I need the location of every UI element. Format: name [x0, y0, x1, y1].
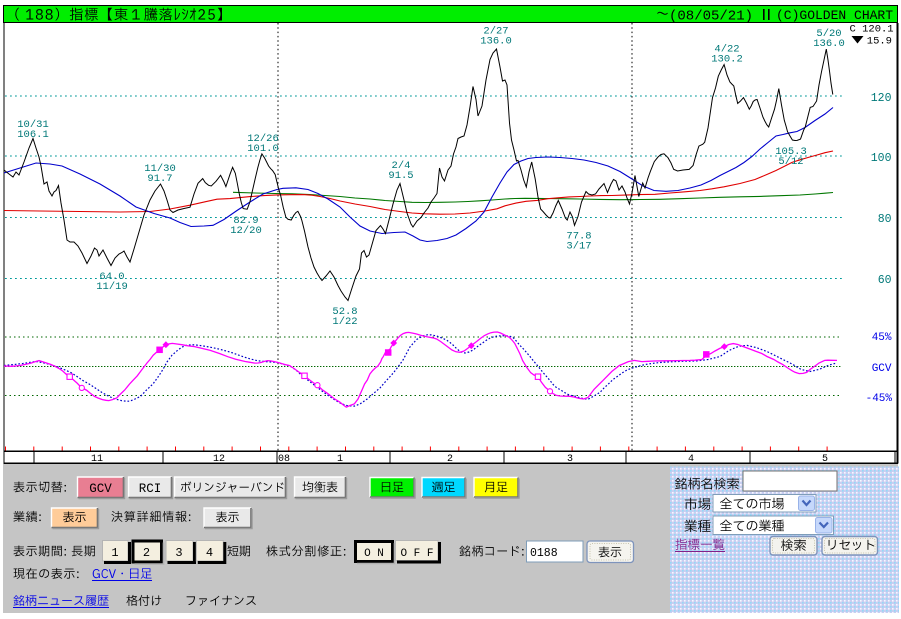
svg-text:11: 11 — [91, 454, 103, 465]
svg-text:2/27: 2/27 — [483, 26, 508, 38]
svg-text:1/22: 1/22 — [332, 316, 357, 328]
svg-text:136.0: 136.0 — [480, 36, 512, 48]
svg-text:77.8: 77.8 — [566, 231, 591, 243]
svg-text:O N: O N — [364, 548, 384, 560]
svg-text:11/30: 11/30 — [144, 163, 176, 175]
svg-text:101.0: 101.0 — [247, 143, 279, 155]
svg-text:82.9: 82.9 — [233, 215, 258, 227]
svg-text:-45%: -45% — [866, 393, 893, 405]
svg-text:91.5: 91.5 — [388, 170, 413, 182]
svg-text:08: 08 — [278, 454, 290, 465]
svg-text:2/4: 2/4 — [392, 160, 411, 172]
svg-text:GCV: GCV — [872, 363, 892, 375]
svg-text:5: 5 — [822, 454, 828, 465]
svg-text:136.0: 136.0 — [813, 38, 845, 50]
svg-text:12/20: 12/20 — [230, 225, 262, 237]
svg-text:C 120.1: C 120.1 — [850, 24, 894, 36]
svg-text:2: 2 — [447, 454, 453, 465]
svg-text:O F F: O F F — [400, 548, 433, 560]
svg-text:4/22: 4/22 — [714, 44, 739, 56]
svg-text:15.9: 15.9 — [867, 36, 892, 48]
svg-text:105.3: 105.3 — [775, 146, 807, 158]
svg-text:45%: 45% — [872, 332, 892, 344]
svg-text:1: 1 — [337, 454, 343, 465]
svg-text:60: 60 — [878, 274, 892, 287]
svg-text:3: 3 — [175, 546, 182, 560]
svg-text:RCI: RCI — [139, 482, 162, 496]
svg-text:4: 4 — [688, 454, 694, 465]
svg-text:130.2: 130.2 — [711, 54, 743, 66]
svg-text:1: 1 — [111, 546, 118, 560]
svg-text:(08/05/21): (08/05/21) — [669, 9, 753, 25]
svg-text:52.8: 52.8 — [332, 306, 357, 318]
svg-text:11/19: 11/19 — [96, 281, 128, 293]
svg-text:10/31: 10/31 — [17, 119, 49, 131]
svg-text:0188: 0188 — [530, 547, 558, 560]
svg-text:120: 120 — [871, 92, 892, 105]
svg-text:GCV: GCV — [89, 482, 112, 496]
svg-text:64.0: 64.0 — [99, 271, 124, 283]
svg-text:(C)GOLDEN CHART: (C)GOLDEN CHART — [776, 8, 893, 23]
svg-text:2: 2 — [143, 546, 150, 560]
svg-text:5/12: 5/12 — [778, 156, 803, 168]
svg-text:5/20: 5/20 — [816, 28, 841, 40]
svg-text:91.7: 91.7 — [147, 173, 172, 185]
svg-text:3/17: 3/17 — [566, 241, 591, 253]
svg-text:100: 100 — [871, 152, 892, 165]
svg-text:3: 3 — [567, 454, 573, 465]
svg-text:80: 80 — [878, 213, 892, 226]
svg-text:12: 12 — [213, 454, 225, 465]
svg-text:106.1: 106.1 — [17, 129, 49, 141]
svg-text:12/26: 12/26 — [247, 133, 279, 145]
svg-text:4: 4 — [206, 546, 213, 560]
